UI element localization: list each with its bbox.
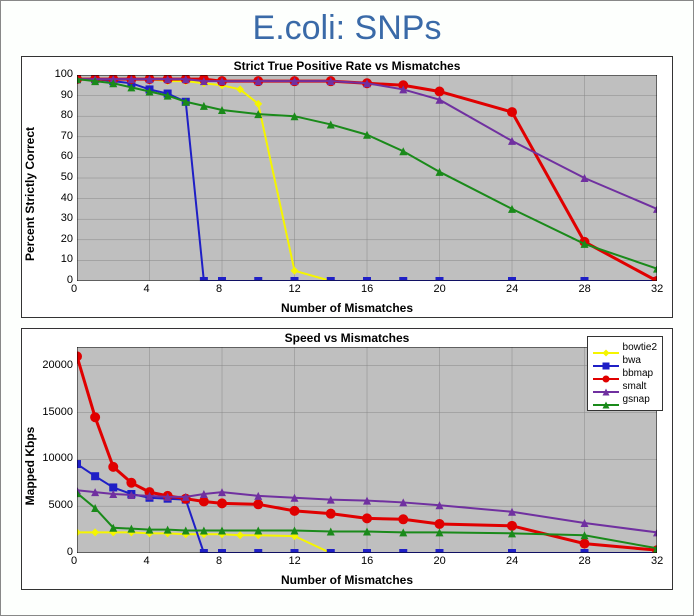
page-title: E.coli: SNPs <box>1 1 693 52</box>
xtick-label: 32 <box>651 555 663 567</box>
xtick-label: 24 <box>506 283 518 295</box>
ytick-label: 5000 <box>49 499 73 511</box>
chart2-xlabel: Number of Mismatches <box>281 573 413 587</box>
ytick-label: 100 <box>55 68 73 80</box>
ytick-label: 40 <box>61 192 73 204</box>
xtick-label: 20 <box>434 555 446 567</box>
ytick-label: 70 <box>61 130 73 142</box>
xtick-label: 0 <box>71 555 77 567</box>
xtick-label: 4 <box>144 555 150 567</box>
xtick-label: 24 <box>506 555 518 567</box>
legend-label: bbmap <box>623 368 654 379</box>
xtick-label: 20 <box>434 283 446 295</box>
xtick-label: 8 <box>216 283 222 295</box>
xtick-label: 32 <box>651 283 663 295</box>
xtick-label: 8 <box>216 555 222 567</box>
chart2-title: Speed vs Mismatches <box>281 331 414 345</box>
legend-label: gsnap <box>623 394 650 405</box>
ytick-label: 80 <box>61 109 73 121</box>
chart1-title: Strict True Positive Rate vs Mismatches <box>230 59 465 73</box>
legend: bowtie2 bwa bbmap smalt gsnap <box>587 336 663 411</box>
xtick-label: 28 <box>579 283 591 295</box>
xtick-label: 12 <box>289 555 301 567</box>
xtick-label: 0 <box>71 283 77 295</box>
ytick-label: 10000 <box>42 452 73 464</box>
xtick-label: 28 <box>579 555 591 567</box>
legend-label: bwa <box>623 355 641 366</box>
chart-top: Strict True Positive Rate vs Mismatches … <box>21 56 673 318</box>
ytick-label: 50 <box>61 171 73 183</box>
chart-bottom: Speed vs Mismatches Mapped Kbps Number o… <box>21 328 673 590</box>
chart-container: E.coli: SNPs Strict True Positive Rate v… <box>0 0 694 616</box>
ytick-label: 10 <box>61 253 73 265</box>
xtick-label: 16 <box>361 283 373 295</box>
ytick-label: 20 <box>61 233 73 245</box>
legend-row: bowtie2 <box>593 342 657 353</box>
ytick-label: 90 <box>61 89 73 101</box>
xtick-label: 4 <box>144 283 150 295</box>
ytick-label: 15000 <box>42 406 73 418</box>
chart2-ylabel: Mapped Kbps <box>23 427 37 506</box>
xtick-label: 12 <box>289 283 301 295</box>
legend-label: smalt <box>623 381 647 392</box>
chart2-plot <box>77 347 657 553</box>
ytick-label: 60 <box>61 150 73 162</box>
xtick-label: 16 <box>361 555 373 567</box>
ytick-label: 20000 <box>42 359 73 371</box>
chart1-plot <box>77 75 657 281</box>
chart1-ylabel: Percent Strictly Correct <box>23 127 37 261</box>
ytick-label: 30 <box>61 212 73 224</box>
legend-label: bowtie2 <box>623 342 657 353</box>
chart1-xlabel: Number of Mismatches <box>281 301 413 315</box>
